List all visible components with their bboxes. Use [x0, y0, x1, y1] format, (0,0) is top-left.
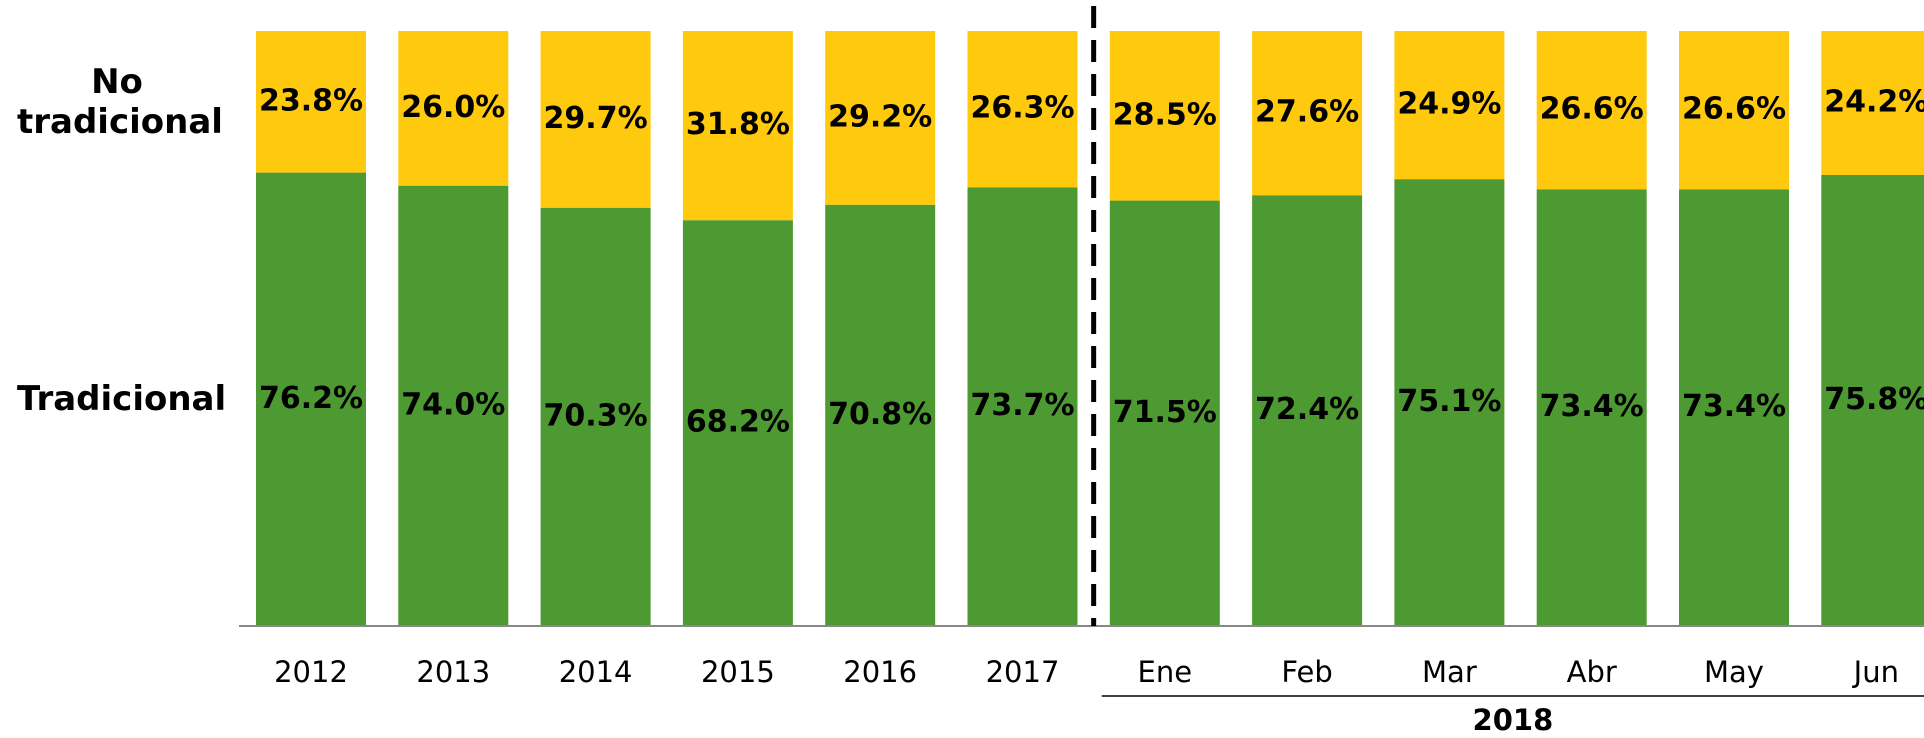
x-tick-label: 2012	[274, 655, 348, 689]
value-label: 31.8%	[686, 107, 790, 142]
group-label: 2018	[1473, 703, 1554, 737]
bar-segment	[1536, 189, 1647, 626]
value-label: 24.9%	[1397, 87, 1501, 122]
bar-segment	[825, 204, 936, 627]
x-tick-label: Jun	[1852, 655, 1899, 689]
value-label: 71.5%	[1113, 395, 1217, 430]
bar-segment	[682, 220, 793, 626]
bar-segment	[825, 31, 936, 205]
value-label: 26.0%	[401, 90, 505, 125]
series-label: Tradicional	[17, 379, 227, 420]
x-tick-label: Ene	[1138, 655, 1193, 689]
bar-segment	[1679, 189, 1789, 626]
bar-segment	[1679, 31, 1789, 190]
value-label: 75.8%	[1824, 382, 1924, 417]
value-label: 28.5%	[1113, 97, 1217, 132]
value-label: 68.2%	[686, 405, 790, 440]
value-label: 27.6%	[1255, 95, 1359, 130]
value-label: 24.2%	[1824, 84, 1924, 119]
bar-segment	[1394, 179, 1505, 626]
x-tick-label: Abr	[1567, 655, 1617, 689]
bar-segment	[398, 185, 509, 626]
x-tick-label: 2015	[701, 655, 775, 689]
bar-segment	[1109, 31, 1220, 201]
value-label: 70.8%	[828, 397, 932, 432]
value-label: 23.8%	[259, 83, 363, 118]
value-label: 73.4%	[1682, 389, 1786, 424]
value-label: 29.2%	[828, 99, 932, 134]
value-label: 72.4%	[1255, 392, 1359, 427]
value-label: 26.6%	[1540, 92, 1644, 127]
x-tick-label: May	[1704, 655, 1764, 689]
x-tick-label: Feb	[1281, 655, 1332, 689]
value-label: 26.6%	[1682, 92, 1786, 127]
value-label: 74.0%	[401, 387, 505, 422]
value-label: 73.7%	[970, 388, 1074, 423]
bar-segment	[256, 172, 366, 627]
bar-segment	[1536, 31, 1647, 190]
x-tick-label: 2014	[559, 655, 633, 689]
value-label: 26.3%	[970, 91, 1074, 126]
bar-segment	[1821, 31, 1924, 175]
bar-segment	[398, 31, 509, 186]
bar-segment	[256, 31, 366, 173]
bar-segment	[540, 207, 651, 626]
value-label: 76.2%	[259, 381, 363, 416]
x-tick-label: Mar	[1422, 655, 1477, 689]
value-label: 73.4%	[1540, 389, 1644, 424]
value-label: 29.7%	[544, 101, 648, 136]
bar-segment	[967, 187, 1078, 627]
x-tick-label: 2013	[416, 655, 490, 689]
x-tick-label: 2017	[986, 655, 1060, 689]
bar-segment	[1109, 200, 1220, 626]
value-label: 75.1%	[1397, 384, 1501, 419]
bar-segment	[1252, 31, 1363, 196]
value-label: 70.3%	[544, 398, 648, 433]
x-tick-label: 2016	[843, 655, 917, 689]
bar-segment	[967, 31, 1078, 188]
bar-segment	[682, 31, 793, 221]
bar-segment	[1821, 174, 1924, 627]
bar-segment	[1252, 195, 1363, 626]
series-label: No tradicional	[17, 61, 223, 142]
bar-segment	[540, 31, 651, 208]
bar-segment	[1394, 31, 1505, 180]
